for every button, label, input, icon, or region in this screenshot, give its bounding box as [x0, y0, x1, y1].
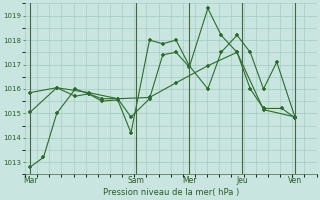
X-axis label: Pression niveau de la mer( hPa ): Pression niveau de la mer( hPa ) — [103, 188, 239, 197]
